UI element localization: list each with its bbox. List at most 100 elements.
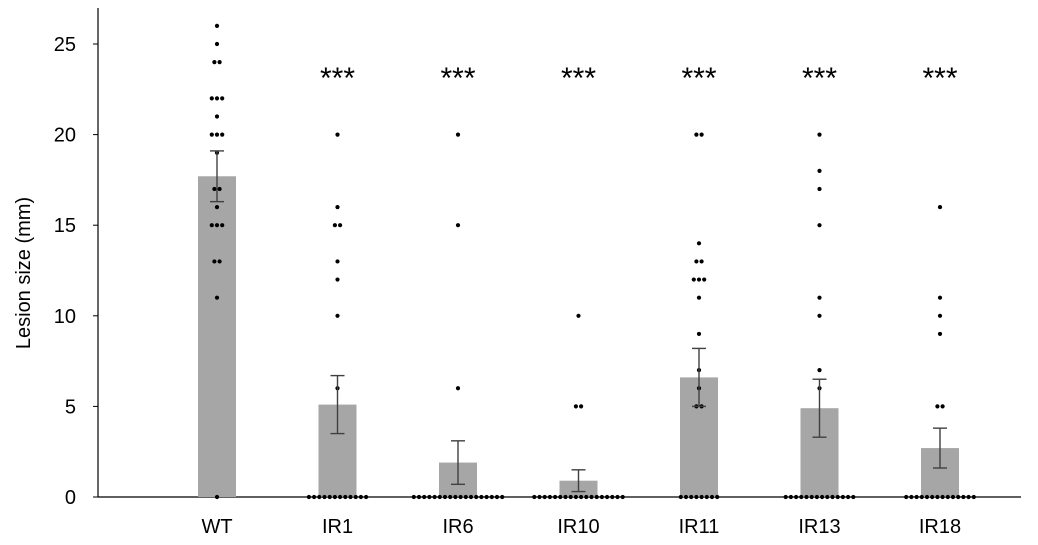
data-point [620,494,625,500]
data-point [799,494,804,500]
data-point [846,494,851,500]
data-point [930,494,935,500]
data-point [568,494,573,500]
data-point [704,494,709,500]
data-point [904,494,909,500]
data-point [937,313,943,318]
y-tick-label: 15 [54,215,76,237]
data-point [940,494,945,500]
data-point [358,494,363,500]
data-point [212,259,217,264]
data-point [702,277,707,282]
data-point [909,494,914,500]
data-point [214,204,220,210]
data-point [825,494,830,500]
data-point [579,404,584,409]
data-point [327,494,332,500]
data-point [212,60,217,65]
data-point [479,494,484,500]
data-point [945,494,950,500]
data-point [335,313,340,318]
data-point [317,494,322,500]
data-point [322,494,327,500]
data-point [335,204,340,210]
data-point [484,494,489,500]
data-point [817,168,822,173]
data-point [532,494,537,500]
data-point [919,494,924,500]
data-point [683,494,689,500]
data-point [694,259,699,264]
data-point [599,494,605,500]
data-point [558,494,563,500]
significance-label: *** [681,62,716,95]
data-point [817,295,822,300]
data-point [442,494,448,500]
data-point [209,96,214,101]
data-point [353,494,358,500]
data-point [817,186,822,192]
data-point [214,23,220,28]
data-point [817,223,822,228]
data-point [594,494,599,500]
data-point [576,313,581,318]
data-point [214,114,220,119]
data-point [809,494,814,500]
x-tick-label: WT [201,516,232,538]
data-point [348,494,353,500]
data-point [851,494,856,500]
data-point [338,494,343,500]
data-point [840,494,846,500]
significance-label: *** [802,62,837,95]
y-axis-title: Lesion size (mm) [13,197,35,349]
data-point [455,132,461,137]
bar [198,176,236,497]
data-point [605,494,610,500]
data-point [455,386,461,391]
data-point [971,494,976,500]
data-point [794,494,799,500]
data-point [579,494,584,500]
data-point [937,295,943,300]
data-point [950,494,956,500]
data-point [696,277,702,282]
x-tick-label: IR1 [322,516,353,538]
data-point [966,494,971,500]
data-point [364,494,369,500]
data-point [696,331,702,337]
data-point [817,132,822,137]
data-point [615,494,620,500]
data-point [830,494,835,500]
data-point [699,259,704,264]
significance-label: *** [320,62,355,95]
data-point [448,494,453,500]
data-point [212,186,217,192]
data-point [332,223,337,228]
data-point [804,494,809,500]
data-point [699,132,704,137]
data-point [422,494,427,500]
data-point [573,494,579,500]
data-point [217,60,222,65]
data-point [494,494,500,500]
data-point [696,295,702,300]
data-point [817,368,822,373]
data-point [343,494,348,500]
data-point [715,494,720,500]
y-tick-label: 25 [54,34,76,56]
x-tick-label: IR10 [557,516,599,538]
data-point [817,313,822,318]
data-point [835,494,840,500]
y-tick-label: 10 [54,306,76,328]
data-point [814,494,820,500]
data-point [453,494,458,500]
data-point [935,494,940,500]
data-point [924,494,930,500]
data-point [935,404,940,409]
data-point [217,186,222,192]
y-tick-label: 0 [65,487,76,509]
x-tick-label: IR13 [798,516,840,538]
data-point [788,494,794,500]
data-point [937,331,943,337]
